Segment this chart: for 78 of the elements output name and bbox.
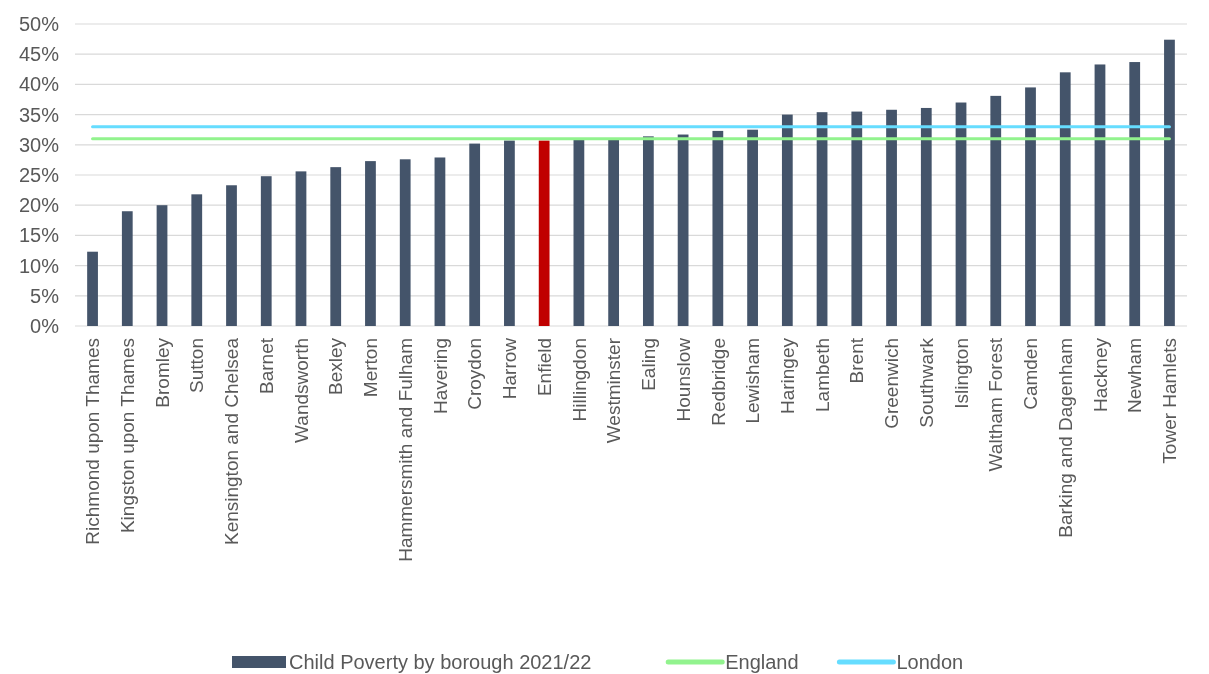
x-tick-label: Lewisham xyxy=(742,338,764,424)
bar xyxy=(399,159,411,326)
y-tick-label: 40% xyxy=(18,73,60,96)
legend-label: England xyxy=(725,651,799,673)
bar xyxy=(295,171,307,326)
bar xyxy=(886,109,897,326)
bar xyxy=(1094,64,1106,326)
y-tick-label: 5% xyxy=(30,284,60,307)
x-tick-label: Tower Hamlets xyxy=(1159,338,1181,464)
x-tick-label: Wandsworth xyxy=(290,338,312,443)
y-tick-label: 20% xyxy=(18,194,60,217)
x-tick-label: Hillingdon xyxy=(568,338,590,422)
x-tick-label: Sutton xyxy=(186,338,208,393)
y-tick-label: 15% xyxy=(18,224,60,247)
legend-label: Child Poverty by borough 2021/22 xyxy=(289,651,592,673)
y-tick-label: 45% xyxy=(18,43,60,66)
bar xyxy=(469,143,481,326)
bar xyxy=(573,139,585,326)
bar xyxy=(121,211,133,326)
x-tick-label: Kensington and Chelsea xyxy=(221,337,243,546)
x-tick-label: Camden xyxy=(1020,338,1042,410)
x-tick-label: Southwark xyxy=(915,337,937,428)
x-tick-label: Kingston upon Thames xyxy=(116,338,138,534)
bar xyxy=(538,140,550,326)
bar xyxy=(365,161,376,326)
bar xyxy=(781,114,793,326)
y-tick-label: 50% xyxy=(18,13,60,35)
bar xyxy=(712,130,724,326)
bar xyxy=(955,102,967,326)
bar xyxy=(920,107,932,326)
bar xyxy=(816,112,828,326)
bar xyxy=(1025,87,1036,326)
y-tick-label: 0% xyxy=(30,315,60,337)
bar xyxy=(990,95,1002,326)
x-tick-label: Haringey xyxy=(776,337,798,415)
y-tick-label: 30% xyxy=(18,133,60,156)
bar xyxy=(87,251,98,326)
x-tick-label: Hackney xyxy=(1089,337,1111,412)
x-tick-label: Westminster xyxy=(603,337,625,444)
bar xyxy=(642,136,654,326)
bar xyxy=(747,129,758,326)
x-tick-label: Newham xyxy=(1124,338,1146,413)
x-tick-label: Hounslow xyxy=(672,337,694,422)
x-tick-label: Merton xyxy=(360,338,382,398)
bar xyxy=(434,157,446,326)
bar xyxy=(226,185,237,326)
y-tick-label: 35% xyxy=(18,103,60,126)
x-tick-label: Enfield xyxy=(533,338,555,397)
bar xyxy=(504,140,515,326)
bar xyxy=(156,205,168,326)
bar xyxy=(191,194,203,326)
x-tick-label: Bexley xyxy=(325,337,347,396)
x-tick-label: Bromley xyxy=(151,337,173,408)
x-tick-label: Greenwich xyxy=(881,338,903,429)
x-tick-label: Lambeth xyxy=(811,338,833,412)
bar xyxy=(260,176,272,326)
bar xyxy=(608,139,620,326)
legend-label: London xyxy=(896,651,964,673)
x-tick-label: Richmond upon Thames xyxy=(82,338,104,545)
x-tick-label: Barking and Dagenham xyxy=(1054,338,1076,538)
y-tick-label: 25% xyxy=(18,164,60,186)
bar xyxy=(330,167,342,326)
x-tick-label: Croydon xyxy=(464,338,486,410)
x-tick-label: Ealing xyxy=(638,338,660,391)
bar xyxy=(1059,72,1071,326)
x-tick-label: Waltham Forest xyxy=(985,337,1007,472)
y-tick-label: 10% xyxy=(18,254,60,277)
x-tick-label: Islington xyxy=(950,338,972,409)
x-tick-label: Havering xyxy=(429,338,451,415)
bar xyxy=(1129,62,1141,326)
bar xyxy=(677,134,689,326)
bar xyxy=(1164,39,1175,326)
x-tick-label: Hammersmith and Fulham xyxy=(394,338,416,562)
x-tick-label: Barnet xyxy=(255,337,277,394)
x-tick-label: Harrow xyxy=(499,337,521,400)
bar xyxy=(851,111,863,326)
x-tick-label: Brent xyxy=(846,337,868,384)
x-tick-label: Redbridge xyxy=(707,338,729,426)
